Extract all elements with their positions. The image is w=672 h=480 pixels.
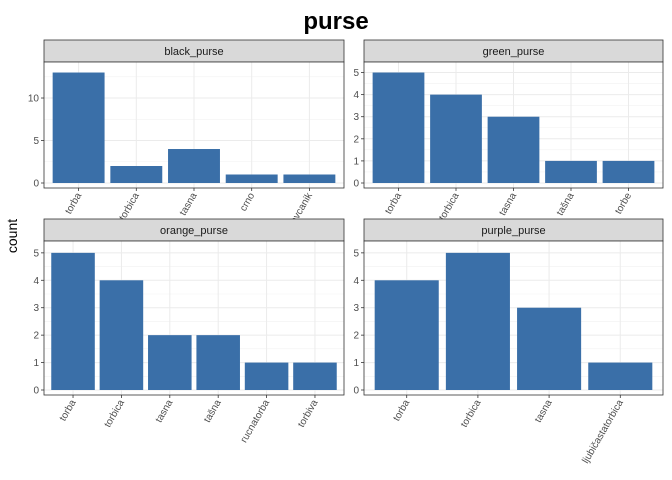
bar-torbica: [445, 252, 510, 390]
y-tick-label: 4: [353, 90, 359, 101]
y-tick-label: 4: [33, 276, 39, 287]
y-tick-label: 10: [28, 94, 40, 105]
y-tick-label: 3: [353, 112, 359, 123]
bar-tasna: [168, 149, 220, 183]
y-tick-label: 0: [353, 179, 359, 190]
y-tick-label: 1: [353, 156, 359, 167]
y-tick-label: 5: [33, 248, 39, 259]
panel-border: [363, 240, 664, 396]
y-tick-label: 2: [353, 331, 359, 342]
bar-torbiva: [293, 362, 337, 390]
facet-label: green_purse: [483, 46, 545, 58]
bar-crno: [225, 174, 278, 183]
bar-tašna: [196, 335, 240, 390]
y-tick-label: 2: [353, 134, 359, 145]
bar-torba: [51, 252, 95, 390]
bar-tasna: [148, 335, 192, 390]
y-tick-label: 4: [353, 276, 359, 287]
facet-label: purple_purse: [481, 225, 545, 237]
bar-torba: [372, 72, 425, 183]
y-tick-label: 3: [33, 303, 39, 314]
y-tick-label: 3: [353, 303, 359, 314]
chart-title: purse: [303, 8, 368, 35]
bar-ljubičastatorbica: [588, 362, 653, 390]
y-tick-label: 0: [33, 179, 39, 190]
bar-tašna: [545, 160, 597, 183]
y-tick-label: 5: [353, 248, 359, 259]
bar-torbica: [99, 280, 144, 390]
y-axis-label: count: [4, 219, 20, 253]
bar-torbica: [430, 94, 482, 183]
y-tick-label: 0: [33, 386, 39, 397]
y-tick-label: 0: [353, 386, 359, 397]
bar-tasna: [487, 116, 540, 183]
bar-novcanik: [283, 174, 336, 183]
bar-tasna: [517, 307, 582, 390]
bar-rucnatorba: [244, 362, 289, 390]
facet-label: orange_purse: [160, 225, 228, 237]
bar-torbe: [602, 160, 655, 183]
y-tick-label: 1: [33, 358, 39, 369]
y-tick-label: 1: [353, 358, 359, 369]
y-tick-label: 5: [353, 68, 359, 79]
y-tick-label: 2: [33, 331, 39, 342]
bar-torba: [374, 280, 439, 390]
panel-border: [43, 240, 345, 396]
facet-label: black_purse: [164, 46, 223, 58]
y-tick-label: 5: [33, 136, 39, 147]
bar-torba: [52, 72, 105, 183]
bar-torbica: [110, 166, 163, 183]
